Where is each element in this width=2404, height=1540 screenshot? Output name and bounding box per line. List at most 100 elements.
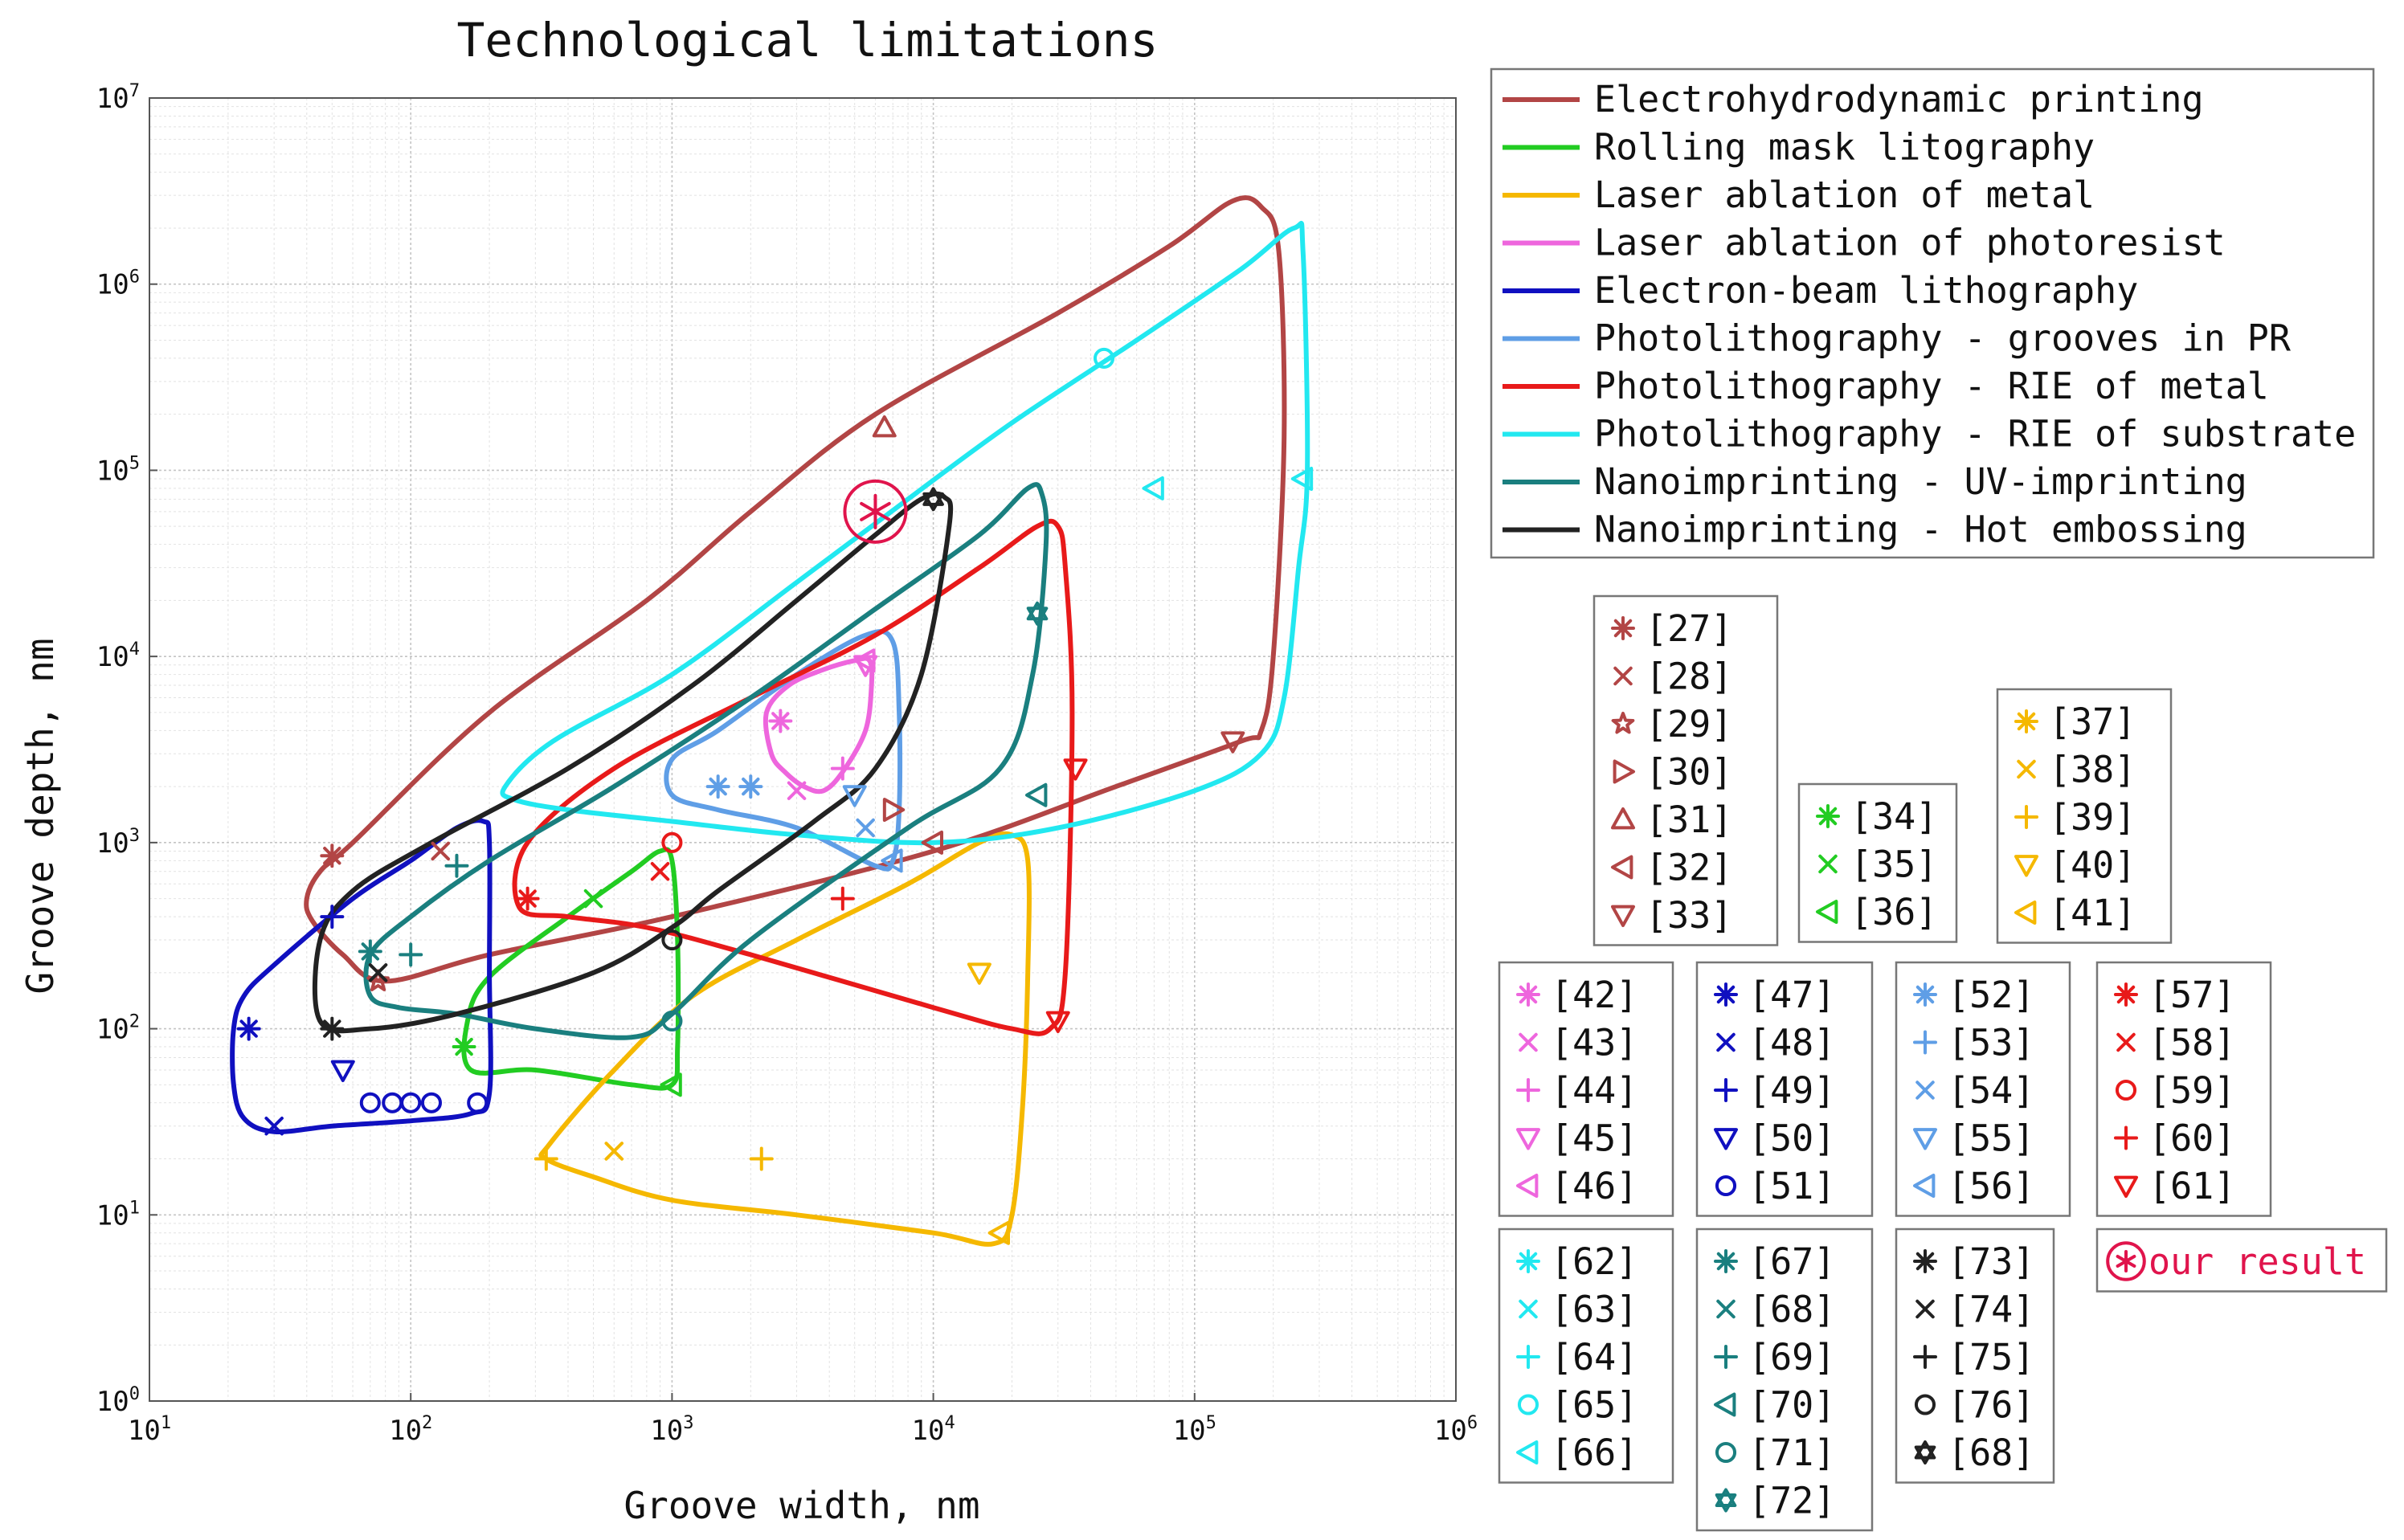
legend-label-1: Rolling mask litography (1594, 126, 2095, 169)
legend-ref-label-7-1: [63] (1551, 1289, 1637, 1331)
marker-shape (1914, 1394, 1936, 1415)
marker-stroke (742, 777, 760, 796)
marker-legend-box-3: [42] [43] [44] [45] [46] (1498, 961, 1674, 1217)
marker-shape (1715, 1441, 1737, 1464)
legend-ref-label-7-4: [66] (1551, 1432, 1637, 1474)
legend-marker-8-0 (1714, 1249, 1738, 1273)
data-point-22-0 (320, 905, 345, 929)
data-point-28-0 (842, 785, 867, 807)
marker-stroke (1613, 619, 1633, 638)
marker-shape (660, 1072, 682, 1097)
legend-ref-label-6-2: [59] (2148, 1069, 2235, 1112)
data-point-42-1 (444, 853, 469, 878)
marker-legend-box-0: [27] [28] [29] [30] [31] [32] [33] (1592, 594, 1779, 946)
marker-ring (843, 479, 908, 544)
marker-shape (1714, 1392, 1736, 1417)
marker-shape (1045, 1011, 1070, 1033)
marker-shape (1913, 1128, 1937, 1150)
data-point-11-0 (604, 1142, 624, 1161)
marker-shape (400, 1092, 422, 1113)
legend-label-9: Nanoimprinting - Hot embossing (1594, 509, 2247, 551)
legend-ref-label-4-1: [48] (1748, 1022, 1835, 1064)
x-axis-label: Groove width, nm (623, 1484, 979, 1527)
legend-ref-label-8-4: [71] (1748, 1432, 1835, 1474)
marker-shape (921, 830, 943, 855)
legend-ref-label-2-3: [40] (2049, 844, 2136, 887)
legend-ref-label-0-6: [33] (1646, 894, 1732, 937)
region-5 (664, 629, 903, 872)
marker-shape (1290, 467, 1314, 492)
data-point-1-0 (431, 841, 451, 861)
marker-stroke (361, 942, 380, 961)
data-points (236, 347, 1314, 1245)
legend-ref-label-4-0: [47] (1748, 974, 1835, 1016)
data-point-14-0 (987, 1220, 1011, 1245)
data-point-19-0 (853, 648, 876, 673)
marker-shape (661, 1010, 683, 1032)
legend-marker-7-4 (1516, 1440, 1539, 1464)
region-8 (363, 482, 1049, 1040)
legend-ref-label-8-0: [67] (1748, 1240, 1835, 1283)
marker-stroke (2017, 712, 2036, 731)
data-point-5-0 (921, 830, 943, 855)
legend-marker-3-4 (1516, 1174, 1539, 1198)
data-point-44-0 (661, 1010, 683, 1032)
y-tick-label-0: 100 (96, 1384, 140, 1418)
legend-label-8: Nanoimprinting - UV-imprinting (1594, 460, 2247, 503)
marker-shape (1613, 759, 1635, 784)
marker-stroke (1519, 1252, 1538, 1271)
legend-marker-9-0 (1913, 1249, 1937, 1273)
legend-ref-label-3-1: [43] (1551, 1022, 1637, 1064)
data-point-24-4 (467, 1092, 489, 1113)
region-0 (304, 195, 1287, 984)
legend-marker-0-5 (1611, 855, 1633, 880)
legend-ref-label-5-4: [56] (1948, 1165, 2034, 1207)
data-point-45-0 (1026, 601, 1049, 626)
y-axis-label: Groove depth, nm (18, 638, 62, 994)
legend-marker-8-4 (1715, 1441, 1737, 1464)
marker-box-frame (1695, 1228, 1874, 1532)
marker-stroke (1915, 1299, 1935, 1319)
marker-shape (1914, 1440, 1936, 1460)
legend-ref-label-4-4: [51] (1748, 1165, 1835, 1207)
legend-label-4: Electron-beam lithography (1594, 269, 2138, 312)
marker-stroke (604, 1142, 624, 1161)
legend-marker-6-4 (2114, 1175, 2138, 1198)
legend-marker-6-1 (2116, 1032, 2136, 1052)
legend-marker-4-2 (1714, 1078, 1738, 1102)
marker-box-frame (1592, 594, 1779, 946)
marker-stroke (323, 1019, 341, 1038)
legend-ref-label-5-2: [54] (1948, 1069, 2034, 1112)
data-point-31-0 (650, 862, 670, 881)
legend-marker-9-1 (1915, 1299, 1935, 1319)
marker-shape (1026, 601, 1049, 621)
marker-shape (2014, 855, 2038, 877)
marker-shape (1517, 1394, 1539, 1415)
legend-marker-5-2 (1915, 1080, 1935, 1100)
marker-legend-box-1: [34] [35] [36] (1797, 782, 1958, 943)
data-point-9-0 (660, 1072, 682, 1097)
marker-shape (882, 798, 906, 823)
legend-marker-3-2 (1516, 1078, 1540, 1102)
legend-ref-label-8-5: [72] (1748, 1480, 1835, 1522)
legend-ref-label-0-2: [29] (1646, 703, 1732, 745)
legend-marker-8-3 (1714, 1392, 1736, 1417)
legend-ref-label-1-2: [36] (1850, 891, 1937, 933)
legend-ref-label-7-3: [65] (1551, 1384, 1637, 1427)
data-point-42-0 (399, 942, 423, 967)
region-4 (230, 818, 493, 1134)
marker-shape (420, 1092, 442, 1113)
plot-area (149, 97, 1457, 1402)
data-point-6-0 (1220, 731, 1245, 754)
data-point-13-0 (967, 962, 991, 985)
marker-legend-box-6: [57] [58] [59] [60] [61] (2095, 961, 2272, 1217)
legend-marker-2-3 (2014, 855, 2038, 877)
data-point-29-0 (881, 848, 903, 873)
marker-stroke (2017, 759, 2036, 779)
marker-shape (1816, 900, 1838, 924)
marker-stroke (1818, 807, 1838, 826)
marker-stroke (1716, 985, 1736, 1004)
data-point-3-0 (882, 798, 906, 823)
chart-title: Technological limitations (457, 13, 1159, 67)
